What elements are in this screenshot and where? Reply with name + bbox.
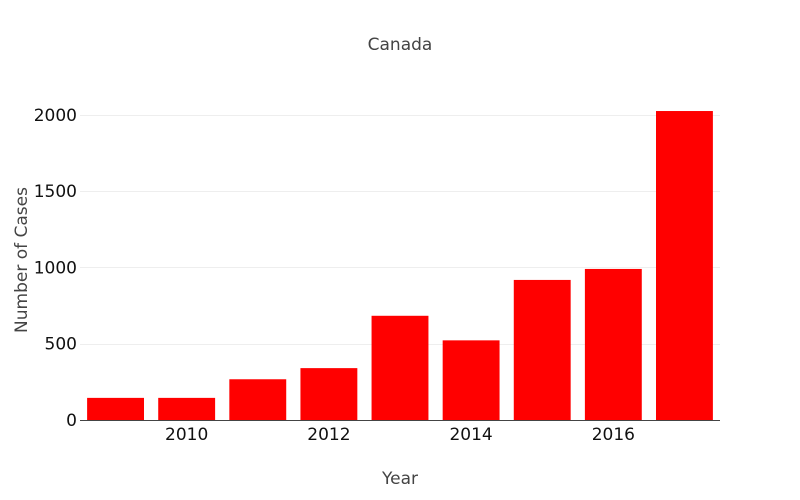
y-tick-labels: 0 500 1000 1500 2000 <box>34 106 77 431</box>
bar-2017[interactable] <box>656 111 713 421</box>
bar-2012[interactable] <box>300 368 358 420</box>
y-tick-label: 1000 <box>34 258 77 278</box>
y-tick-label: 2000 <box>34 106 77 126</box>
y-tick-label: 1500 <box>34 182 77 202</box>
bar-2014[interactable] <box>442 340 500 420</box>
bar-2009[interactable] <box>87 397 144 420</box>
y-axis-title: Number of Cases <box>12 187 32 333</box>
x-tick-label: 2012 <box>307 425 350 445</box>
x-axis-title: Year <box>381 469 418 489</box>
y-tick-label: 500 <box>45 335 77 355</box>
y-tick-label: 0 <box>66 411 77 431</box>
bar-2013[interactable] <box>371 315 429 420</box>
x-tick-label: 2016 <box>592 425 635 445</box>
chart-title: Canada <box>368 35 433 55</box>
x-tick-labels: 2010 2012 2014 2016 <box>165 425 635 445</box>
x-tick-label: 2010 <box>165 425 208 445</box>
x-tick-label: 2014 <box>449 425 492 445</box>
bar-2015[interactable] <box>513 279 571 420</box>
bar-2016[interactable] <box>584 268 642 420</box>
bar-2011[interactable] <box>229 379 287 420</box>
bar-2010[interactable] <box>158 397 216 420</box>
bars <box>87 111 713 421</box>
